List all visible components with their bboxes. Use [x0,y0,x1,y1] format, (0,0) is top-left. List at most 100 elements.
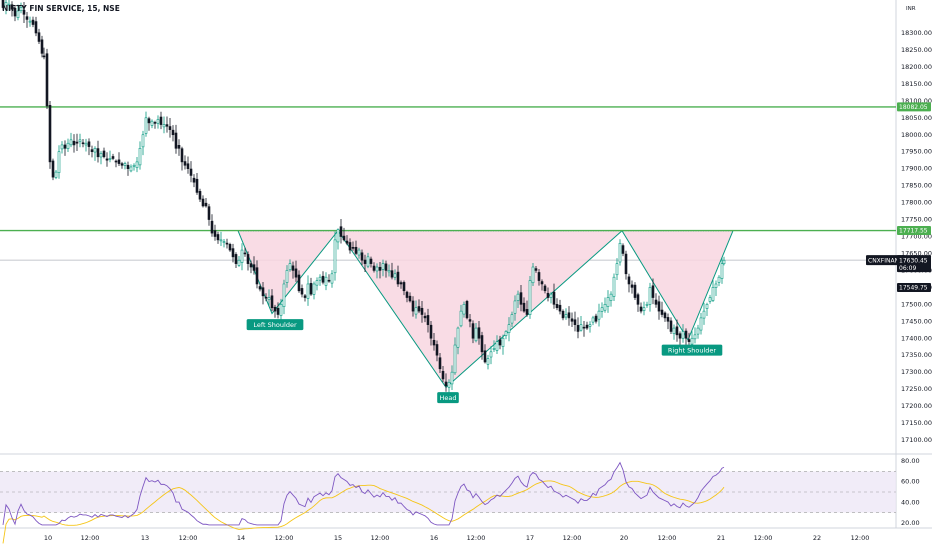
pattern-label-box [661,344,723,356]
price-tick-label: 17400.00 [901,334,932,342]
pattern-label: Left Shoulder [253,321,297,329]
candle-body [354,246,358,254]
candle-body [399,282,403,285]
candle-body [384,263,388,271]
candle-body [357,249,361,256]
candle-body [576,325,580,332]
candle-body [714,283,718,288]
price-tick-label: 17850.00 [901,182,932,190]
time-tick-label: 14 [237,534,245,542]
candle-body [387,270,391,273]
candle-body [126,164,130,169]
candle-body [669,320,673,332]
candle-body [408,295,412,302]
candle-body [93,148,97,153]
candle-body [42,55,46,58]
candle-body [96,148,100,158]
candle-body [132,164,136,167]
candle-body [465,300,469,319]
candle-body [267,297,271,300]
pattern-label-box [246,319,304,331]
candle-body [204,202,208,207]
symbol-title[interactable]: NIFTY FIN SERVICE, 15, NSE [2,4,120,13]
price-tick-label: 18250.00 [901,46,932,54]
candle-body [702,310,706,319]
time-tick-label: 12:00 [179,534,198,542]
candle-body [375,266,379,272]
candle-body [37,32,41,42]
price-tick-label: 17900.00 [901,165,932,173]
candle-body [180,148,184,163]
candle-body [546,292,550,298]
candle-body [57,151,61,173]
candle-body [432,339,436,346]
candle-body [84,142,88,146]
last-price-badge [897,255,931,273]
rsi-tick-label: 20.00 [901,519,920,527]
candle-body [213,230,217,237]
candle-body [330,273,334,284]
candle-body [438,357,442,370]
candle-body [615,263,619,276]
candle-body [414,307,418,315]
candle-body [711,287,715,301]
candle-body [102,150,106,158]
candle-body [372,265,376,271]
candle-body [240,249,244,263]
candle-body [270,295,274,309]
candle-body [264,296,268,299]
candle-body [150,120,154,126]
candle-body [495,341,499,351]
candle-body [231,248,235,258]
candle-body [171,129,175,136]
pattern-fill [238,230,733,388]
candle-body [633,284,637,298]
candle-body [462,304,466,315]
candle-body [28,20,32,23]
rsi-pane[interactable]: 80.00 60.00 40.00 20.00 [0,457,920,544]
candle-body [699,317,703,331]
candle-body [447,382,451,388]
candle-body [48,104,52,163]
candle-body [294,268,298,278]
candle-body [639,306,643,312]
candle-body [234,254,238,264]
price-tick-label: 18000.00 [901,131,932,139]
candle-body [72,140,76,146]
candle-body [31,19,35,25]
candle-body [453,344,457,374]
price-badge [897,282,931,292]
candle-body [411,300,415,312]
candle-body [342,235,346,241]
candle-body [684,330,688,339]
candle-body [651,285,655,298]
candle-body [642,307,646,311]
currency-label: INR [906,6,916,12]
time-tick-label: 12:00 [81,534,100,542]
candle-body [63,144,67,149]
candle-body [261,287,265,297]
price-tick-label: 18200.00 [901,63,932,71]
candle-body [309,282,313,295]
candle-body [324,276,328,286]
candle-body [717,276,721,283]
candle-body [228,244,232,251]
candle-body [222,241,226,243]
candle-body [441,370,445,380]
rsi-tick-label: 80.00 [901,457,920,465]
candle-body [321,275,325,283]
candle-body [591,317,595,323]
candle-body [537,272,541,281]
candle-body [225,242,229,245]
price-axis[interactable]: 18300.00 18250.00 18200.00 18150.00 18100.00… [866,29,932,444]
candle-body [561,310,565,319]
candle-body [390,270,394,278]
candle-body [672,327,676,334]
candle-body [285,270,289,283]
candle-body [663,312,667,319]
time-axis[interactable]: 10 12:00 13 12:00 14 12:00 15 12:00 16 12:00 17 12:… [44,534,870,542]
candle-body [516,293,520,301]
rsi-tick-label: 60.00 [901,478,920,486]
